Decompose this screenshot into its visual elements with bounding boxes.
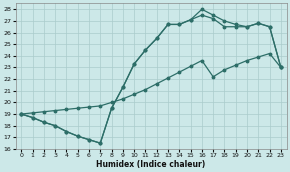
X-axis label: Humidex (Indice chaleur): Humidex (Indice chaleur) <box>97 159 206 169</box>
